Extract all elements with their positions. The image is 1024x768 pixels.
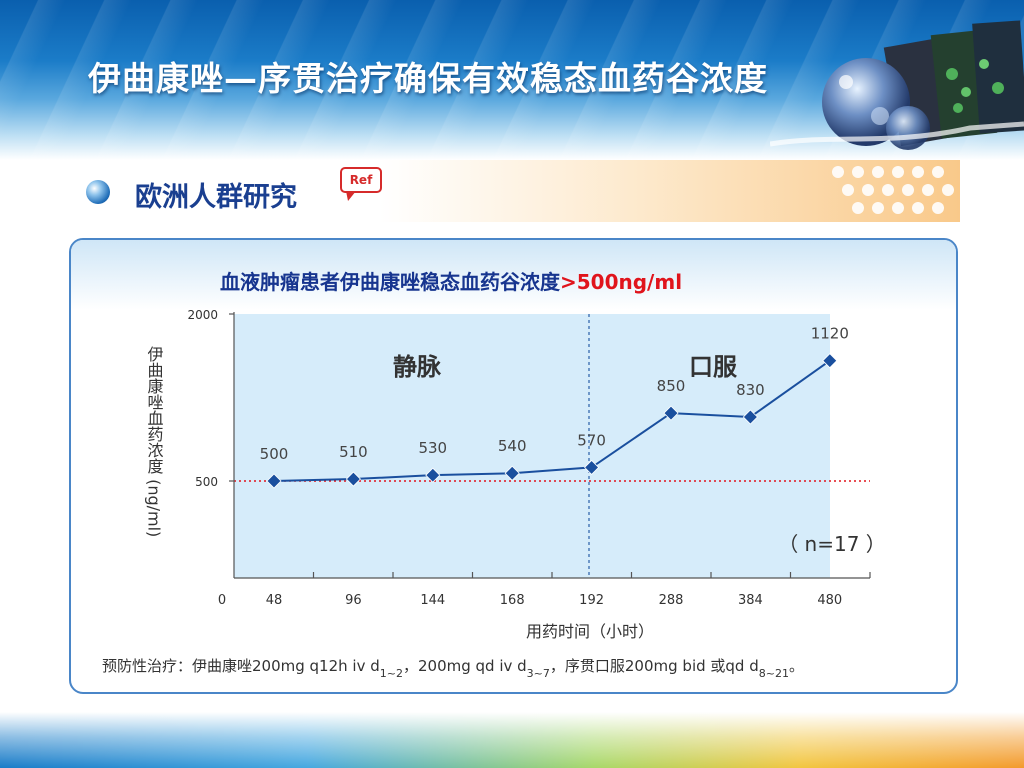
reference-badge-tail-icon [346,191,356,201]
page-title: 伊曲康唑—序贯治疗确保有效稳态血药谷浓度 [88,59,768,98]
data-label: 850 [657,377,686,395]
series-line [273,359,831,482]
data-label: 500 [260,445,289,463]
footnote-sub: 8~21 [758,667,789,680]
reference-badge[interactable]: Ref [340,167,382,193]
data-label: 530 [418,439,447,457]
section-subtitle: 欧洲人群研究 [135,182,297,213]
x-axis-label: 用药时间（小时） [526,622,654,641]
subtitle-dots-band [380,160,960,222]
chart-title-main: 血液肿瘤患者伊曲康唑稳态血药谷浓度 [220,270,560,294]
chart-title-highlight: >500ng/ml [560,270,683,294]
chart-title: 血液肿瘤患者伊曲康唑稳态血药谷浓度>500ng/ml [220,266,682,295]
data-point-marker [425,467,441,483]
chart-panel-header-gradient [71,240,956,310]
x-ticks: 48 96 144 168 192 288 384 480 [266,572,871,608]
footnote-part: 预防性治疗：伊曲康唑200mg q12h iv d [102,657,380,675]
data-point-marker [266,473,282,489]
x-tick-label: 144 [420,593,445,608]
data-point-marker [822,353,838,369]
subtitle-bullet-icon [86,180,110,204]
phase-label-iv: 静脉 [393,353,442,381]
footnote-part: ，200mg qd iv d [402,657,527,675]
sample-size-annotation: （ n=17 ） [778,532,886,556]
footnote-part: 。 [788,657,804,675]
footnote-sub: 3~7 [526,667,550,680]
x-tick-label: 384 [738,593,763,608]
data-point-marker [584,459,600,475]
x-tick-label: 96 [345,593,362,608]
data-point-marker [345,471,361,487]
x-tick-label: 192 [579,593,604,608]
phase-label-oral: 口服 [689,353,738,381]
y-tick-label: 2000 [187,308,218,322]
data-point-marker [663,405,679,421]
y-tick-label: 500 [195,475,218,489]
footnote: 预防性治疗：伊曲康唑200mg q12h iv d1~2，200mg qd iv… [102,655,804,680]
data-label: 540 [498,437,527,455]
x-tick-label: 168 [500,593,525,608]
series-group: 500 510 530 540 570 850 830 1120 [260,325,849,489]
bottom-gradient-band [0,712,1024,768]
y-axis-label: 伊曲康唑血药浓度 (ng/ml) [145,346,164,537]
data-point-marker [742,409,758,425]
footnote-sub: 1~2 [379,667,403,680]
x-tick-label: 480 [817,593,842,608]
data-label: 1120 [811,325,849,343]
data-point-marker [504,465,520,481]
x-tick-label: 48 [266,593,283,608]
footnote-part: ，序贯口服200mg bid 或qd d [549,657,759,675]
data-label: 830 [736,381,765,399]
header-banner: 伊曲康唑—序贯治疗确保有效稳态血药谷浓度 [0,0,1024,160]
plot-background [234,314,830,578]
origin-label: 0 [218,593,226,608]
data-label: 570 [577,431,606,449]
decorative-cells-image [770,20,1024,150]
data-label: 510 [339,443,368,461]
x-tick-label: 288 [659,593,684,608]
dot-pattern [832,166,954,214]
